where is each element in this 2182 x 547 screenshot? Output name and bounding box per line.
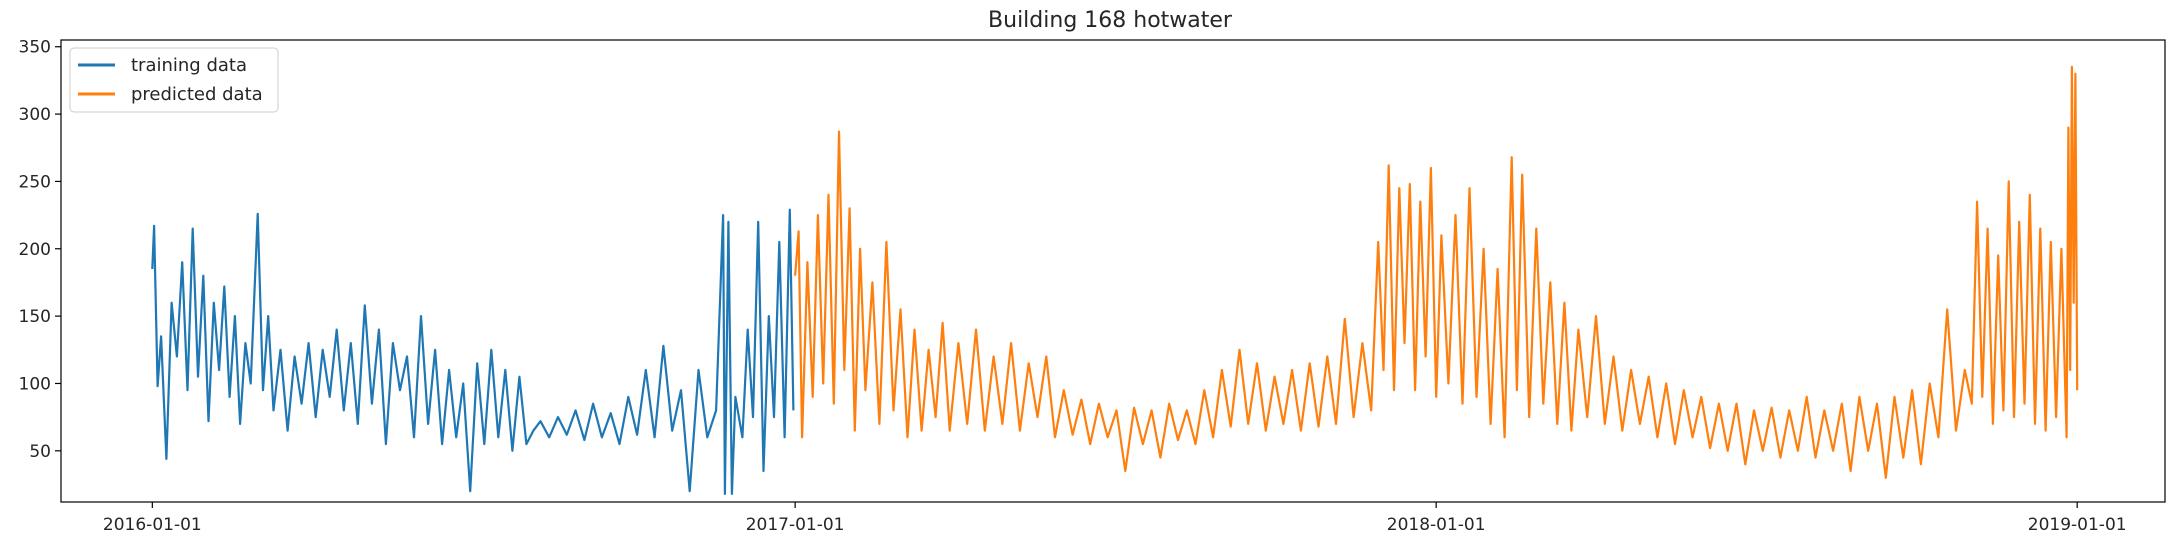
x-tick-label: 2019-01-01 xyxy=(2028,515,2127,535)
y-tick-label: 350 xyxy=(19,38,51,58)
legend-box xyxy=(69,47,279,113)
x-tick-label: 2018-01-01 xyxy=(1387,515,1486,535)
legend-label-training-data: training data xyxy=(131,55,247,76)
x-axis-ticks: 2016-01-01 2017-01-01 2018-01-01 2019-01-01 xyxy=(103,502,2127,535)
series-layer xyxy=(151,65,2079,495)
plot-frame xyxy=(60,39,2166,503)
series-line-training-data xyxy=(151,208,795,495)
y-tick-label: 50 xyxy=(29,442,51,462)
y-axis-ticks: 50 100 150 200 250 300 350 xyxy=(19,38,61,462)
series-line-predicted-data xyxy=(794,65,2079,479)
x-tick-label: 2016-01-01 xyxy=(103,515,202,535)
y-tick-label: 250 xyxy=(19,172,51,192)
y-tick-label: 100 xyxy=(19,374,51,394)
x-tick-label: 2017-01-01 xyxy=(746,515,845,535)
legend-label-predicted-data: predicted data xyxy=(131,84,263,105)
y-tick-label: 200 xyxy=(19,240,51,260)
legend: training data predicted data xyxy=(69,47,279,113)
chart-title: Building 168 hotwater xyxy=(988,8,1233,33)
y-tick-label: 300 xyxy=(19,105,51,125)
y-tick-label: 150 xyxy=(19,307,51,327)
